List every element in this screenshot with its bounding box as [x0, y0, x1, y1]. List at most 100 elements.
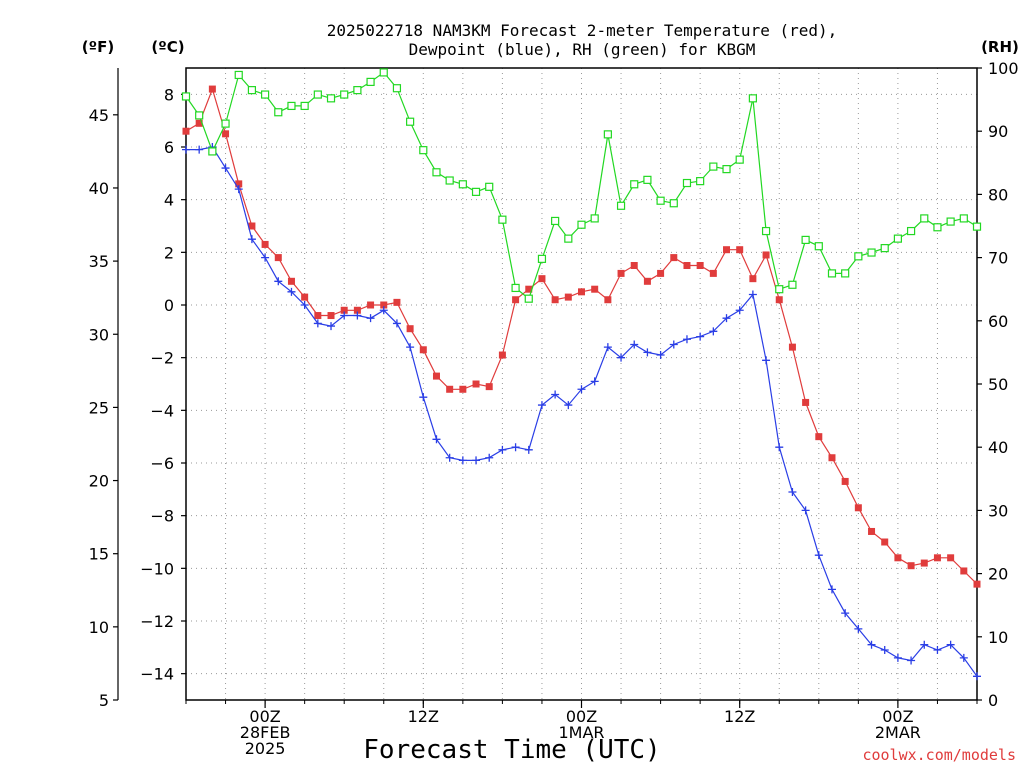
rh-point	[814, 242, 823, 251]
celsius-tick-label: −12	[140, 612, 174, 631]
temperature-point	[630, 262, 638, 269]
temperature-point	[274, 254, 282, 262]
credit-label: coolwx.com/models	[862, 746, 1016, 764]
celsius-tick-label: 4	[164, 191, 174, 210]
temperature-point	[525, 285, 533, 293]
dewpoint-point	[880, 645, 889, 654]
dewpoint-point	[735, 306, 744, 315]
rh-point	[801, 235, 810, 245]
temperature-point	[775, 296, 783, 304]
x-tick-label: 12Z	[408, 707, 439, 726]
temperature-point	[973, 580, 981, 588]
temperature-point	[604, 296, 612, 304]
rh-point	[300, 101, 309, 111]
temperature-point	[736, 246, 744, 254]
dewpoint-point	[182, 145, 190, 154]
temperature-point	[564, 293, 572, 301]
temperature-point	[578, 288, 585, 296]
rh-tick-label: 20	[988, 565, 1008, 584]
grid-layer	[186, 68, 977, 700]
rh-tick-label: 100	[988, 59, 1019, 78]
temperature-point	[657, 269, 665, 277]
dewpoint-point	[472, 456, 481, 465]
temperature-point	[248, 222, 256, 230]
fahrenheit-tick-label: 40	[89, 179, 109, 198]
rh-point	[537, 254, 547, 263]
celsius-tick-label: 6	[164, 138, 174, 157]
temperature-point	[419, 346, 427, 354]
rh-point	[748, 94, 757, 103]
temperature-point	[788, 343, 796, 351]
temperature-point	[617, 269, 625, 277]
dewpoint-point	[379, 306, 388, 315]
rh-point	[643, 175, 652, 184]
series-layer	[181, 68, 982, 681]
rh-point	[313, 90, 322, 99]
rh-tick-label: 50	[988, 375, 1008, 394]
rh-point	[366, 77, 375, 87]
temperature-point	[960, 567, 968, 575]
rh-point	[656, 196, 665, 205]
temperature-point	[815, 433, 823, 441]
temperature-point	[353, 306, 361, 314]
dewpoint-point	[788, 487, 797, 496]
rh-point	[709, 162, 718, 171]
dewpoint-point	[537, 401, 546, 410]
temperature-point	[301, 293, 309, 301]
rh-point	[471, 187, 481, 196]
rh-point	[247, 86, 257, 95]
unit-label-fahrenheit: (ºF)	[82, 38, 114, 56]
rh-tick-label: 40	[988, 438, 1008, 457]
rh-point	[972, 222, 982, 231]
rh-point	[682, 178, 692, 188]
temperature-point	[512, 296, 520, 304]
celsius-tick-label: −10	[140, 559, 174, 578]
rh-point	[669, 199, 678, 208]
temperature-point	[670, 254, 678, 262]
temperature-point	[222, 130, 230, 138]
fahrenheit-tick-label: 20	[89, 472, 109, 491]
temperature-point	[287, 277, 295, 285]
temperature-point	[868, 527, 876, 535]
unit-label-celsius: (ºC)	[151, 38, 184, 56]
temperature-point	[828, 454, 836, 462]
dewpoint-point	[946, 640, 955, 649]
fahrenheit-tick-label: 10	[89, 618, 109, 637]
chart-title-line1: 2025022718 NAM3KM Forecast 2-meter Tempe…	[327, 21, 838, 40]
dewpoint-point	[485, 453, 494, 462]
dewpoint-point	[432, 435, 441, 444]
dewpoint-point	[419, 393, 428, 402]
unit-label-rh: (RH)	[981, 38, 1019, 56]
dewpoint-point	[669, 340, 678, 349]
dewpoint-point	[656, 351, 665, 360]
rh-point	[287, 101, 296, 111]
temperature-point	[367, 301, 375, 309]
temperature-point	[208, 85, 216, 93]
temperature-point	[643, 277, 651, 285]
dewpoint-point	[973, 672, 981, 681]
dewpoint-point	[498, 445, 507, 454]
x-tick-label: 00Z	[882, 707, 913, 726]
rh-point	[603, 130, 612, 139]
dewpoint-point	[564, 401, 573, 410]
fahrenheit-tick-label: 30	[89, 325, 109, 344]
temperature-point	[551, 296, 559, 304]
dewpoint-point	[933, 645, 942, 654]
rh-point	[854, 252, 863, 261]
rh-point	[274, 108, 283, 117]
rh-point	[498, 215, 507, 224]
rh-point	[867, 248, 876, 257]
temperature-point	[696, 262, 704, 269]
temperature-point	[538, 275, 546, 283]
rh-point	[208, 147, 217, 156]
dewpoint-point	[603, 343, 612, 352]
rh-point	[181, 92, 191, 101]
dewpoint-point	[577, 385, 586, 394]
rh-point	[406, 117, 415, 126]
rh-point	[551, 216, 560, 226]
dewpoint-point	[366, 314, 375, 323]
temperature-point	[327, 312, 335, 320]
rh-point	[630, 180, 639, 189]
temperature-point	[947, 554, 955, 562]
temperature-point	[894, 554, 902, 562]
